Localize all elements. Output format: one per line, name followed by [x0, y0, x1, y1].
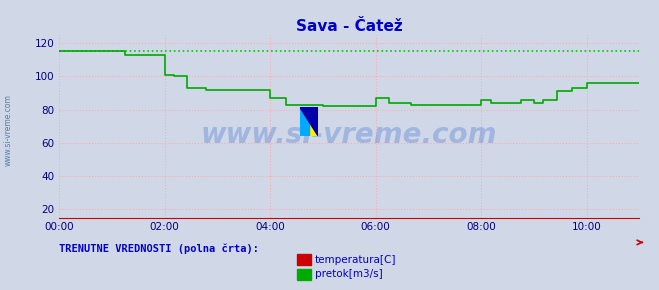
Polygon shape: [309, 107, 318, 136]
Text: www.si-vreme.com: www.si-vreme.com: [201, 121, 498, 149]
Text: www.si-vreme.com: www.si-vreme.com: [4, 95, 13, 166]
Polygon shape: [300, 107, 318, 136]
Text: temperatura[C]: temperatura[C]: [315, 255, 397, 265]
Title: Sava - Čatež: Sava - Čatež: [296, 19, 403, 34]
Polygon shape: [300, 107, 309, 136]
Text: pretok[m3/s]: pretok[m3/s]: [315, 269, 383, 279]
Text: TRENUTNE VREDNOSTI (polna črta):: TRENUTNE VREDNOSTI (polna črta):: [59, 244, 259, 254]
